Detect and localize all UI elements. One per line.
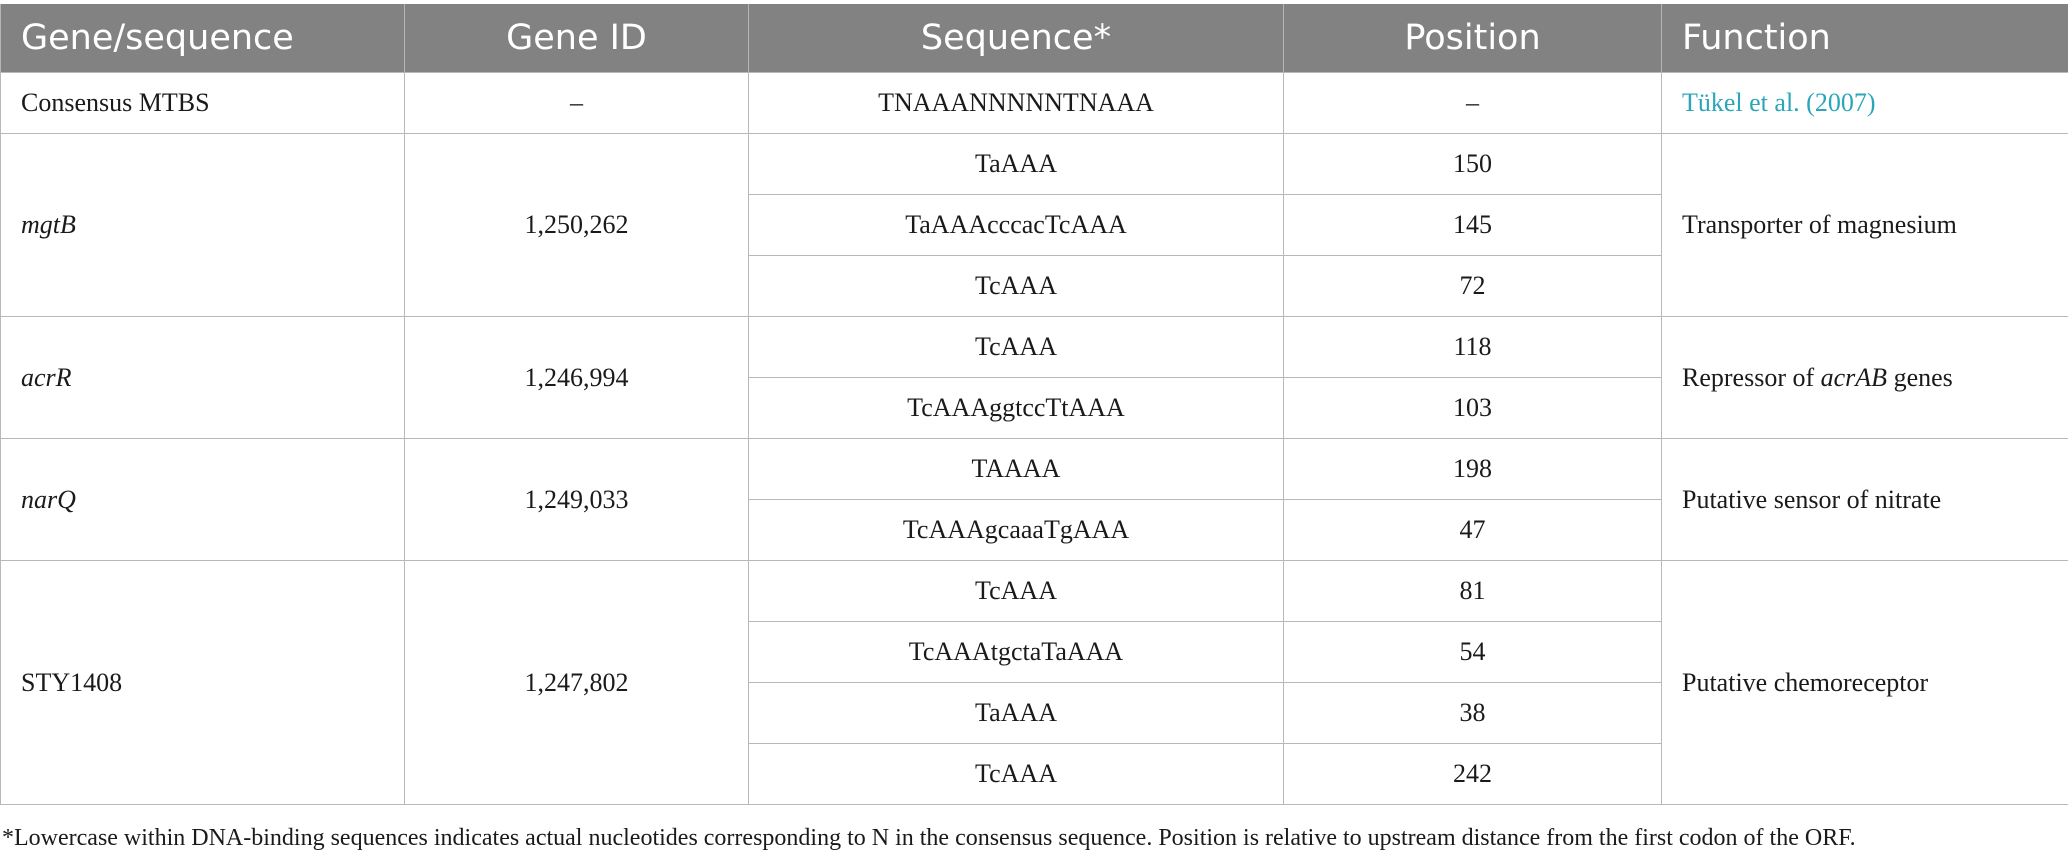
gene-cell: Consensus MTBS [0, 72, 405, 134]
gene-cell: acrR [0, 316, 405, 439]
table-footnote: *Lowercase within DNA-binding sequences … [2, 825, 1856, 851]
position-cell: 103 [1283, 377, 1662, 439]
table-row: TcAAAtgctaTaAAA 54 [1, 621, 2068, 683]
header-gene-id: Gene ID [404, 4, 749, 73]
table-header-row: Gene/sequence Gene ID Sequence* Position… [0, 4, 2068, 73]
table-row: Consensus MTBS – TNAAANNNNNTNAAA – Tükel… [0, 72, 2068, 134]
function-cell: Transporter of magnesium [1661, 133, 2068, 317]
function-cell: Repressor of acrAB genes [1661, 316, 2068, 439]
sequence-cell: TaAAA [748, 133, 1284, 195]
position-cell: 145 [1283, 194, 1662, 256]
gene-id-cell: 1,246,994 [404, 316, 749, 439]
position-cell: 198 [1283, 438, 1662, 500]
sequence-cell: TAAAA [748, 438, 1284, 500]
sequence-cell: TcAAA [748, 743, 1284, 805]
table-row: STY1408 1,247,802 TcAAA 81 Putative chem… [0, 560, 2068, 805]
position-cell: 38 [1283, 682, 1662, 744]
sequence-cell: TcAAA [748, 316, 1284, 378]
function-cell: Putative sensor of nitrate [1661, 438, 2068, 561]
table-row: TcAAA 242 [1, 743, 2068, 805]
gene-id-cell: 1,250,262 [404, 133, 749, 317]
gene-cell: mgtB [0, 133, 405, 317]
function-text: genes [1887, 362, 1953, 392]
table-row: acrR 1,246,994 TcAAA 118 Repressor of ac… [0, 316, 2068, 439]
gene-id-cell: 1,249,033 [404, 438, 749, 561]
position-cell: 150 [1283, 133, 1662, 195]
table-row: TaAAA 38 [1, 682, 2068, 744]
gene-cell: STY1408 [0, 560, 405, 805]
sequence-cell: TaAAAcccacTcAAA [748, 194, 1284, 256]
header-function: Function [1661, 4, 2068, 73]
gene-cell: narQ [0, 438, 405, 561]
position-cell: – [1283, 72, 1662, 134]
gene-id-cell: – [404, 72, 749, 134]
citation-link[interactable]: Tükel et al. (2007) [1682, 88, 1876, 117]
table-row: mgtB 1,250,262 TaAAA 150 Transporter of … [0, 133, 2068, 317]
sequence-cell: TcAAAggtccTtAAA [748, 377, 1284, 439]
function-cell: Tükel et al. (2007) [1661, 72, 2068, 134]
sequence-cell: TNAAANNNNNTNAAA [748, 72, 1284, 134]
position-cell: 81 [1283, 560, 1662, 622]
position-cell: 47 [1283, 499, 1662, 561]
function-cell: Putative chemoreceptor [1661, 560, 2068, 805]
table-row: narQ 1,249,033 TAAAA 198 Putative sensor… [0, 438, 2068, 561]
sequence-cell: TcAAAgcaaaTgAAA [748, 499, 1284, 561]
position-cell: 72 [1283, 255, 1662, 317]
sequence-cell: TcAAAtgctaTaAAA [748, 621, 1284, 683]
sequence-cell: TcAAA [748, 255, 1284, 317]
position-cell: 54 [1283, 621, 1662, 683]
header-gene-sequence: Gene/sequence [0, 4, 405, 73]
position-cell: 118 [1283, 316, 1662, 378]
table-row: TaAAAcccacTcAAA 145 [1, 194, 2068, 256]
gene-table: Gene/sequence Gene ID Sequence* Position… [0, 4, 2068, 805]
sequence-cell: TaAAA [748, 682, 1284, 744]
sequence-cell: TcAAA [748, 560, 1284, 622]
function-text: Repressor of [1682, 362, 1821, 392]
header-position: Position [1283, 4, 1662, 73]
position-cell: 242 [1283, 743, 1662, 805]
gene-id-cell: 1,247,802 [404, 560, 749, 805]
function-gene-italic: acrAB [1820, 362, 1888, 392]
header-sequence: Sequence* [748, 4, 1284, 73]
